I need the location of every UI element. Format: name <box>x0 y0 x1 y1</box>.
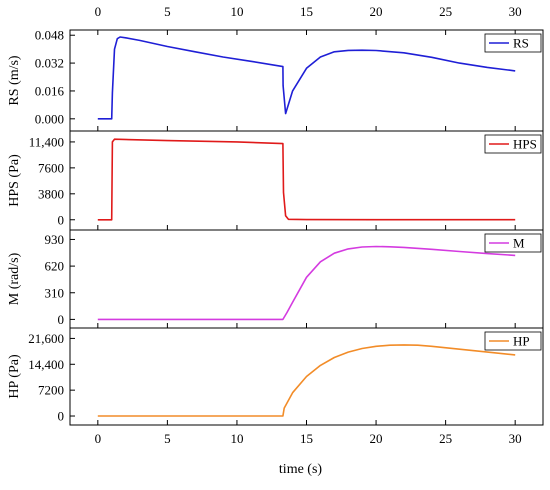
x-tick-label-bottom: 30 <box>509 431 522 446</box>
y-tick-label-hp: 7200 <box>38 383 64 398</box>
x-tick-label-top: 10 <box>230 4 243 19</box>
y-tick-label-rs: 0.016 <box>35 83 65 98</box>
panel-frame-rs <box>69 29 544 132</box>
legend-label-rs: RS <box>513 36 529 51</box>
y-axis-title-rs: RS (m/s) <box>7 55 22 106</box>
series-line-hp <box>97 344 516 417</box>
y-tick-label-m: 0 <box>58 312 65 327</box>
y-axis-title-m: M (rad/s) <box>7 252 22 305</box>
x-tick-label-top: 20 <box>370 4 383 19</box>
x-tick-label-bottom: 25 <box>439 431 452 446</box>
y-tick-label-m: 620 <box>45 259 65 274</box>
y-tick-label-hps: 11,400 <box>29 134 64 149</box>
legend-box-hp <box>484 331 542 351</box>
y-tick-label-m: 930 <box>45 232 65 247</box>
panel-frame-hps <box>69 130 544 231</box>
y-tick-label-hps: 0 <box>58 212 65 227</box>
x-axis-title: time (s) <box>279 462 322 477</box>
x-tick-label-top: 5 <box>164 4 171 19</box>
y-tick-label-m: 310 <box>45 285 65 300</box>
x-tick-label-top: 25 <box>439 4 452 19</box>
legend-label-hp: HP <box>513 334 530 349</box>
x-tick-label-bottom: 10 <box>230 431 243 446</box>
series-line-m <box>97 245 516 321</box>
series-line-rs <box>97 36 516 120</box>
x-tick-label-bottom: 15 <box>300 431 313 446</box>
y-tick-label-hp: 21,600 <box>28 331 64 346</box>
legend-box-hps <box>484 134 542 154</box>
y-tick-label-rs: 0.000 <box>35 111 64 126</box>
y-tick-label-rs: 0.048 <box>35 28 64 43</box>
x-tick-label-top: 15 <box>300 4 313 19</box>
x-tick-label-top: 30 <box>509 4 522 19</box>
x-tick-label-top: 0 <box>95 4 102 19</box>
legend-box-rs <box>484 33 542 53</box>
y-tick-label-rs: 0.032 <box>35 56 64 71</box>
y-axis-title-hps: HPS (Pa) <box>7 154 22 207</box>
y-axis-title-hp: HP (Pa) <box>7 354 22 399</box>
y-tick-label-hps: 3800 <box>38 186 64 201</box>
legend-box-m <box>484 233 542 253</box>
legend-label-hps: HPS <box>513 137 537 152</box>
y-tick-label-hp: 14,400 <box>28 357 64 372</box>
x-tick-label-bottom: 20 <box>370 431 383 446</box>
y-tick-label-hps: 7600 <box>38 160 64 175</box>
panel-frame-m <box>69 229 544 329</box>
x-tick-label-bottom: 0 <box>95 431 102 446</box>
x-tick-label-bottom: 5 <box>164 431 171 446</box>
legend-label-m: M <box>513 236 525 251</box>
series-line-hps <box>97 138 516 221</box>
y-tick-label-hp: 0 <box>58 409 65 424</box>
